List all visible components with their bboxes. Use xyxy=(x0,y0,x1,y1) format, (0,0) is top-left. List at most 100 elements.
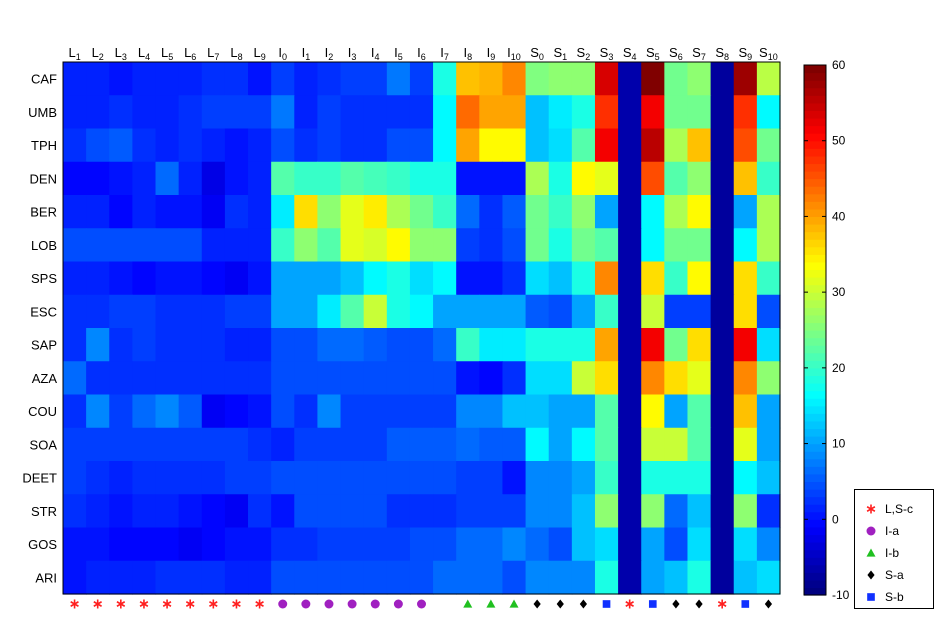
column-label-subscript: 5 xyxy=(168,52,173,62)
heatmap-cell xyxy=(248,461,272,495)
row-label: DEN xyxy=(30,171,57,186)
heatmap-cell xyxy=(386,494,411,529)
column-label-base: I xyxy=(394,45,398,60)
heatmap-cell xyxy=(479,294,504,329)
heatmap-cell xyxy=(224,95,249,130)
heatmap-cell xyxy=(710,161,735,196)
heatmap-cell xyxy=(86,228,110,263)
heatmap-cell xyxy=(502,62,527,96)
heatmap-cell xyxy=(294,161,319,196)
heatmap-cells xyxy=(63,62,781,595)
heatmap-cell xyxy=(710,261,735,296)
heatmap-cell xyxy=(664,461,689,495)
column-label-base: I xyxy=(348,45,352,60)
heatmap-cell xyxy=(86,328,110,362)
plot-frame xyxy=(62,61,781,595)
heatmap-cell xyxy=(502,328,527,362)
asterisk-stroke xyxy=(717,601,727,607)
heatmap-cell xyxy=(733,394,758,429)
colorbar-segment xyxy=(804,428,826,437)
square-marker xyxy=(741,600,750,608)
heatmap-cell xyxy=(248,361,272,396)
heatmap-cell xyxy=(733,195,758,229)
heatmap-cell xyxy=(433,527,457,562)
heatmap-cell xyxy=(571,161,596,196)
heatmap-cell xyxy=(710,560,735,595)
heatmap-cell xyxy=(641,494,665,529)
heatmap-cell xyxy=(317,527,342,562)
heatmap-cell xyxy=(178,128,203,163)
heatmap-cell xyxy=(340,494,365,529)
heatmap-cell xyxy=(641,461,665,495)
asterisk-stroke xyxy=(93,601,102,607)
colorbar-segment xyxy=(804,413,826,422)
heatmap-cell xyxy=(456,527,480,562)
heatmap-cell xyxy=(178,494,203,529)
column-label-subscript: 2 xyxy=(99,52,104,62)
heatmap-cell xyxy=(340,560,365,595)
diamond-legend-icon xyxy=(867,570,875,580)
heatmap-cell xyxy=(363,394,388,429)
heatmap-cell xyxy=(63,361,87,396)
column-label-subscript: 8 xyxy=(724,52,729,62)
heatmap-cell xyxy=(109,527,133,562)
heatmap-cell xyxy=(664,128,689,163)
heatmap-cell xyxy=(594,195,619,229)
column-label-subscript: 3 xyxy=(608,52,613,62)
heatmap-cell xyxy=(641,95,665,130)
colorbar-tick-label: 20 xyxy=(832,361,846,375)
colorbar-segment xyxy=(804,299,826,308)
colorbar-segment xyxy=(804,534,826,543)
heatmap-cell xyxy=(386,261,411,296)
heatmap-cell xyxy=(525,261,550,296)
heatmap-cell xyxy=(201,527,226,562)
heatmap-cell xyxy=(86,527,110,562)
heatmap-cell xyxy=(201,461,226,495)
heatmap-cell xyxy=(317,62,342,96)
heatmap-cell xyxy=(479,328,504,362)
heatmap-cell xyxy=(479,527,504,562)
column-label-subscript: 9 xyxy=(261,52,266,62)
colorbar-segment xyxy=(804,383,826,392)
colorbar-segment xyxy=(804,65,826,74)
heatmap-cell xyxy=(664,494,689,529)
heatmap-cell xyxy=(178,161,203,196)
heatmap-cell xyxy=(317,294,342,329)
colorbar-segment xyxy=(804,443,826,452)
heatmap-cell xyxy=(317,494,342,529)
heatmap-cell xyxy=(132,195,157,229)
heatmap-cell xyxy=(340,527,365,562)
heatmap-cell xyxy=(548,261,573,296)
heatmap-cell xyxy=(571,527,596,562)
circle-marker xyxy=(347,599,357,609)
column-label-subscript: 8 xyxy=(467,52,472,62)
heatmap-cell xyxy=(109,261,133,296)
heatmap-cell xyxy=(132,228,157,263)
column-label-subscript: 5 xyxy=(398,52,403,62)
heatmap-cell xyxy=(409,62,434,96)
heatmap-cell xyxy=(641,128,665,163)
heatmap-cell xyxy=(710,195,735,229)
heatmap-cell xyxy=(271,161,295,196)
heatmap-cell xyxy=(594,261,619,296)
heatmap-cell xyxy=(687,294,712,329)
column-label-subscript: 2 xyxy=(585,52,590,62)
heatmap-cell xyxy=(155,361,180,396)
heatmap-cell xyxy=(86,394,110,429)
heatmap-cell xyxy=(571,62,596,96)
heatmap-cell xyxy=(178,328,203,362)
heatmap-cell xyxy=(201,95,226,130)
column-label-subscript: 8 xyxy=(238,52,243,62)
column-label: S1 xyxy=(553,45,567,62)
diamond-marker xyxy=(533,599,541,609)
diamond-marker xyxy=(579,599,588,609)
heatmap-cell xyxy=(155,494,180,529)
heatmap-cell xyxy=(271,195,295,229)
heatmap-cell xyxy=(340,461,365,495)
colorbar-segment xyxy=(804,451,826,460)
heatmap-cell xyxy=(201,294,226,329)
asterisk-marker xyxy=(70,599,79,609)
heatmap-cell xyxy=(433,195,457,229)
colorbar-segment xyxy=(804,405,826,414)
heatmap-cell xyxy=(132,95,157,130)
